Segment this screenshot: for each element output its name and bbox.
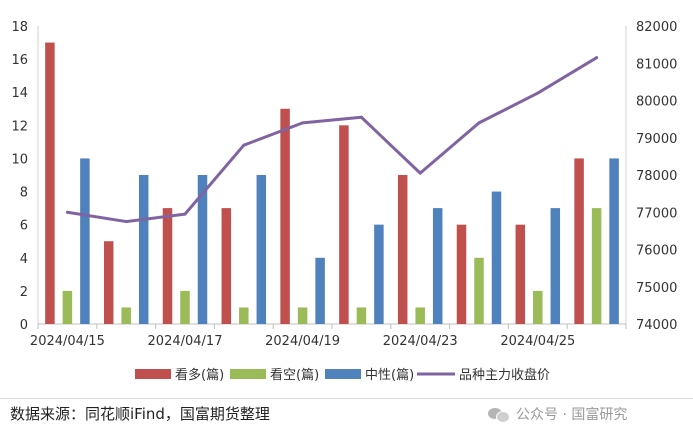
bar-neutral — [432, 208, 443, 324]
price-point — [301, 121, 305, 125]
price-point — [124, 220, 128, 224]
bar-neutral — [256, 175, 267, 324]
bar-bearish — [121, 307, 131, 324]
bar-bearish — [474, 257, 484, 324]
bar-bullish — [103, 241, 114, 324]
bar-bearish — [239, 307, 249, 324]
y-right-tick-label: 80000 — [636, 95, 677, 110]
legend-bar-swatch — [230, 369, 266, 379]
x-tick-label: 2024/04/23 — [383, 334, 458, 349]
price-point — [242, 143, 246, 147]
bar-neutral — [315, 257, 325, 324]
y-left-tick-label: 10 — [11, 152, 28, 167]
legend-bar-swatch — [325, 369, 361, 379]
price-point — [477, 121, 481, 125]
bar-bearish — [180, 290, 190, 324]
y-left-tick-label: 16 — [11, 53, 28, 68]
x-tick-label: 2024/04/15 — [30, 334, 105, 349]
bar-bullish — [456, 224, 467, 324]
y-left-tick-label: 18 — [11, 20, 28, 35]
y-right-tick-label: 82000 — [636, 20, 677, 35]
y-left-tick-label: 0 — [20, 318, 28, 333]
legend-label: 品种主力收盘价 — [459, 367, 550, 383]
y-left-tick-label: 12 — [11, 119, 28, 134]
bar-bearish — [415, 307, 425, 324]
bar-bearish — [533, 290, 543, 324]
bar-bearish — [591, 208, 602, 324]
price-point — [536, 91, 540, 95]
bar-neutral — [80, 158, 90, 324]
bar-bullish — [515, 224, 526, 324]
watermark-text: 公众号 · 国富研究 — [516, 407, 628, 423]
price-point — [359, 115, 363, 119]
price-line-group — [65, 56, 599, 224]
bars-group — [45, 42, 619, 325]
y-right-tick-label: 74000 — [636, 318, 677, 333]
y-right-tick-label: 79000 — [636, 132, 677, 147]
axes-group: 0 2 4 6 8 10 12 14 16 18 74000 75000 76000 77000 78000… — [11, 20, 677, 349]
bar-neutral — [550, 208, 561, 324]
bar-bullish — [280, 108, 290, 325]
y-right-tick-label: 81000 — [636, 57, 677, 72]
price-point — [65, 210, 69, 214]
bar-bullish — [574, 158, 584, 324]
legend-bar-swatch — [135, 369, 171, 379]
y-right-tick-label: 78000 — [636, 169, 677, 184]
y-left-tick-label: 14 — [11, 86, 28, 101]
legend-label: 看多(篇) — [175, 367, 224, 383]
y-right-tick-label: 75000 — [636, 281, 677, 296]
y-right-tick-label: 76000 — [636, 244, 677, 259]
y-left-tick-label: 6 — [20, 219, 28, 234]
price-line — [65, 56, 599, 224]
bar-neutral — [374, 224, 384, 324]
watermark: 公众号 · 国富研究 — [488, 402, 688, 426]
bar-neutral — [197, 175, 208, 324]
bar-neutral — [609, 158, 619, 324]
bar-bullish — [221, 208, 232, 324]
bar-bearish — [297, 307, 308, 324]
legend-label: 看空(篇) — [270, 367, 319, 383]
bar-neutral — [491, 191, 502, 324]
x-tick-label: 2024/04/17 — [148, 334, 223, 349]
y-left-tick-label: 4 — [20, 252, 28, 267]
bar-bearish — [62, 290, 73, 324]
legend: 看多(篇) 看空(篇) 中性(篇) 品种主力收盘价 — [135, 367, 550, 383]
bar-neutral — [138, 175, 149, 324]
legend-label: 中性(篇) — [365, 368, 414, 383]
bar-bullish — [162, 208, 173, 324]
x-tick-label: 2024/04/19 — [265, 334, 340, 349]
chart-svg: 0 2 4 6 8 10 12 14 16 18 74000 75000 76000 77000 78000… — [11, 20, 677, 383]
y-left-tick-label: 2 — [20, 285, 28, 300]
price-point — [418, 171, 422, 175]
bar-bullish — [397, 175, 408, 324]
source-note: 数据来源：同花顺iFind，国富期货整理 — [10, 405, 270, 423]
y-right-tick-label: 77000 — [636, 206, 677, 221]
y-left-tick-label: 8 — [20, 186, 28, 201]
bar-bearish — [356, 307, 367, 324]
price-point — [595, 56, 599, 60]
chart-frame: 0 2 4 6 8 10 12 14 16 18 74000 75000 76000 77000 78000… — [0, 20, 693, 399]
bar-bullish — [45, 42, 55, 325]
x-tick-label: 2024/04/25 — [500, 334, 575, 349]
bar-bullish — [339, 125, 349, 324]
price-point — [183, 212, 187, 216]
wechat-icon — [488, 406, 510, 423]
